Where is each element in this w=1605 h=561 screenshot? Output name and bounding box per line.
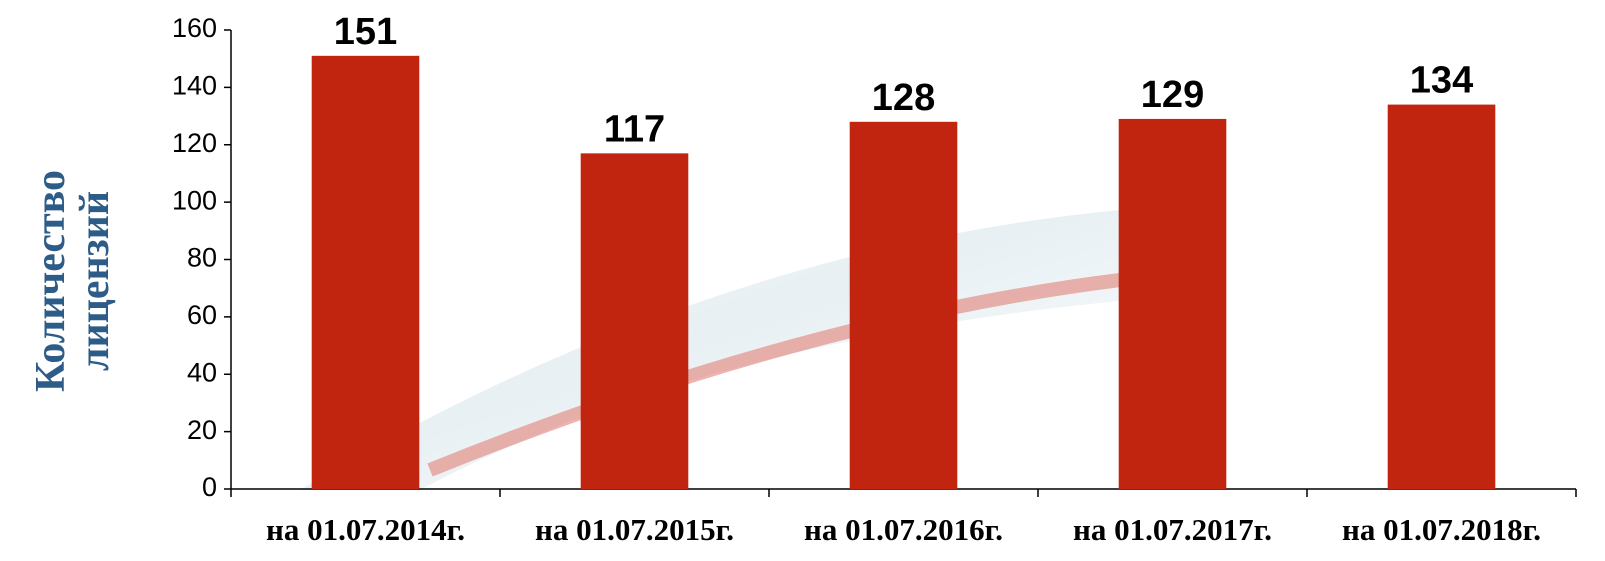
bar <box>850 122 958 489</box>
chart: 0 20 40 60 80 100 120 140 160 на 01.07.2014г. 151 н… <box>0 0 1605 561</box>
y-tick-label: 160 <box>172 13 217 43</box>
page: 0 20 40 60 80 100 120 140 160 на 01.07.2014г. 151 н… <box>0 0 1605 561</box>
bar <box>1388 105 1496 489</box>
y-tick-label: 140 <box>172 71 217 101</box>
bar <box>1119 119 1227 489</box>
y-tick-label: 20 <box>187 415 217 445</box>
x-tick-label: на 01.07.2016г. <box>804 512 1003 547</box>
x-tick-label: на 01.07.2017г. <box>1073 512 1272 547</box>
y-tick-label: 60 <box>187 300 217 330</box>
y-tick-label: 0 <box>202 472 217 502</box>
bar <box>312 56 420 489</box>
data-label: 129 <box>1141 74 1204 116</box>
x-tick-label: на 01.07.2018г. <box>1342 512 1541 547</box>
data-label: 134 <box>1410 60 1473 102</box>
bar <box>581 153 689 489</box>
data-label: 117 <box>604 108 665 150</box>
data-label: 128 <box>872 77 935 119</box>
x-tick-label: на 01.07.2014г. <box>266 512 465 547</box>
y-tick-label: 40 <box>187 357 217 387</box>
y-tick-label: 80 <box>187 243 217 273</box>
data-label: 151 <box>334 11 397 53</box>
y-axis-label: Количество лицензий <box>29 136 121 426</box>
y-tick-label: 120 <box>172 128 217 158</box>
background-decoration <box>300 210 1130 490</box>
x-tick-label: на 01.07.2015г. <box>535 512 734 547</box>
y-tick-label: 100 <box>172 185 217 215</box>
